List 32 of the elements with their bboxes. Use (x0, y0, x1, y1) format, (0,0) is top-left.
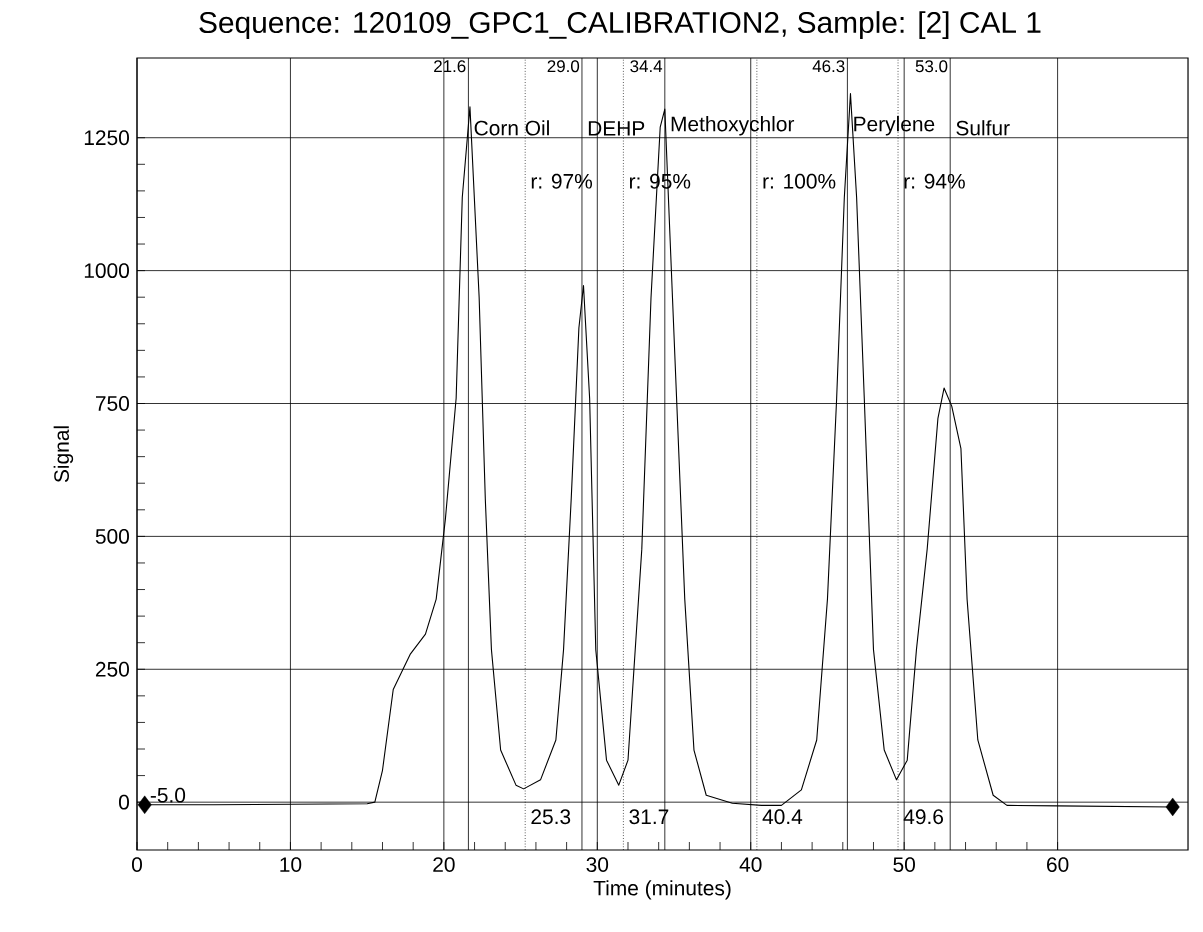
y-tick-label: 0 (119, 794, 130, 810)
annotation: r: 97% (531, 173, 593, 189)
x-axis-title: Time (minutes) (593, 880, 731, 900)
annotation: Sulfur (956, 120, 1010, 136)
annotation: r: 100% (763, 173, 836, 189)
chart-title: Sequence: 120109_GPC1_CALIBRATION2, Sample: [2] CAL 1 (199, 11, 1041, 40)
x-tick-label: 40 (739, 857, 762, 872)
y-tick-label: 250 (95, 661, 129, 677)
x-tick-label: 20 (433, 857, 455, 872)
ref-line-label: 29.0 (547, 60, 580, 73)
x-tick-label: 0 (132, 857, 142, 872)
ref-line-label: 49.6 (903, 809, 944, 825)
ref-line-label: 21.6 (434, 60, 466, 73)
ref-line-label: 40.4 (762, 809, 803, 825)
x-tick-label: 50 (893, 857, 915, 872)
ref-line-label: 25.3 (531, 809, 571, 825)
annotation: -5.0 (150, 787, 186, 803)
ref-line-label: 34.4 (630, 60, 663, 73)
ref-line-label: 31.7 (629, 809, 669, 825)
y-tick-label: 1250 (84, 130, 129, 146)
ref-line-label: 46.3 (812, 60, 845, 73)
annotation: Perylene (854, 116, 935, 136)
ref-line-label: 53.0 (915, 60, 948, 73)
annotation: r: 94% (904, 173, 965, 189)
annotation: Corn Oil (474, 120, 549, 136)
y-axis-title: Signal (53, 426, 74, 483)
y-tick-label: 500 (95, 528, 129, 544)
x-tick-label: 60 (1047, 857, 1069, 872)
x-tick-label: 30 (586, 857, 609, 872)
x-tick-label: 10 (280, 857, 302, 872)
y-tick-label: 1000 (84, 263, 129, 279)
y-tick-label: 750 (96, 396, 129, 411)
